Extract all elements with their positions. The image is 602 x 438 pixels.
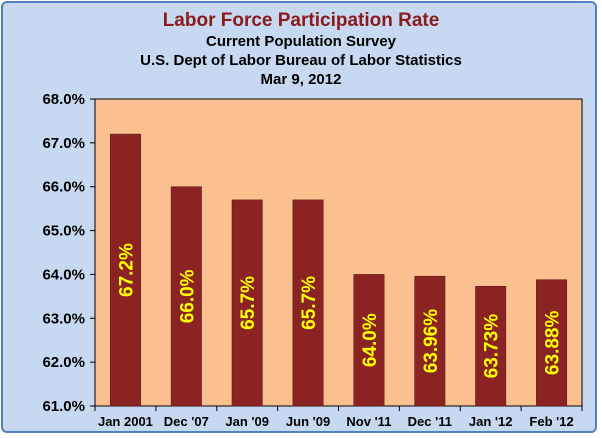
bars: 67.2% 66.0% 65.7% 65.7% 64.0% 63.96% 63.73% 63.… <box>109 133 568 407</box>
y-axis: 68.0% 67.0% 66.0% 65.0% 64.0% 63.0% 62.0% 61.0% <box>42 91 95 415</box>
data-label: 67.2% <box>116 243 137 297</box>
chart-subtitle-date: Mar 9, 2012 <box>261 71 342 88</box>
x-tick-label: Nov '11 <box>346 414 391 429</box>
data-label: 63.96% <box>421 309 442 374</box>
chart-title: Labor Force Participation Rate <box>163 10 440 31</box>
chart-subtitle-source: U.S. Dept of Labor Bureau of Labor Stati… <box>140 52 462 69</box>
data-label: 63.88% <box>543 311 564 376</box>
y-tick-label: 61.0% <box>42 398 85 415</box>
data-label: 64.0% <box>360 313 381 367</box>
bar <box>231 199 263 407</box>
y-tick-label: 65.0% <box>42 223 85 240</box>
data-label: 63.73% <box>482 314 503 379</box>
data-label: 65.7% <box>299 276 320 330</box>
chart-titles: Labor Force Participation Rate Current P… <box>140 10 462 88</box>
bar <box>414 275 446 407</box>
y-tick-label: 66.0% <box>42 179 85 196</box>
y-tick-label: 68.0% <box>42 91 85 108</box>
x-axis: Jan 2001 Dec '07 Jan '09 Jun '09 Nov '11 Dec … <box>94 406 583 429</box>
x-tick-label: Jun '09 <box>286 414 330 429</box>
bar <box>536 279 568 407</box>
plot-area <box>94 98 583 407</box>
data-label: 65.7% <box>238 276 259 330</box>
y-tick-label: 67.0% <box>42 135 85 152</box>
chart-subtitle-survey: Current Population Survey <box>206 33 397 50</box>
y-tick-label: 63.0% <box>42 310 85 327</box>
x-tick-label: Jan '12 <box>469 414 513 429</box>
bar <box>109 133 141 407</box>
y-tick-label: 62.0% <box>42 354 85 371</box>
x-tick-label: Dec '07 <box>164 414 209 429</box>
bar <box>170 186 202 407</box>
x-tick-label: Feb '12 <box>529 414 573 429</box>
y-tick-label: 64.0% <box>42 266 85 283</box>
x-tick-label: Dec '11 <box>408 414 452 429</box>
bar <box>475 286 507 407</box>
bar <box>353 274 385 407</box>
x-tick-label: Jan 2001 <box>98 414 153 429</box>
data-label: 66.0% <box>177 269 198 323</box>
x-tick-label: Jan '09 <box>225 414 269 429</box>
bar <box>292 199 324 407</box>
